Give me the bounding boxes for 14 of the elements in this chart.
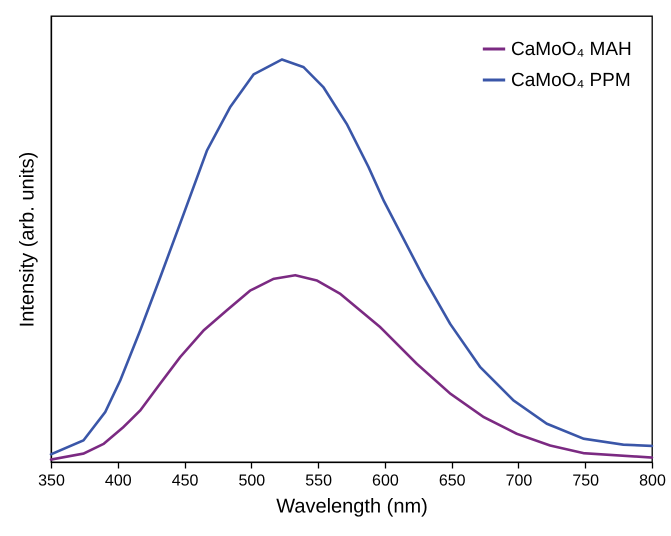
x-tick-label: 700 — [506, 472, 532, 490]
x-tick-label: 550 — [305, 472, 332, 490]
x-axis-title: Wavelength (nm) — [276, 496, 428, 518]
x-tick-label: 450 — [172, 472, 198, 490]
x-tick-label: 800 — [639, 472, 666, 490]
legend-label: CaMoO₄ MAH — [511, 39, 632, 60]
x-tick-label: 400 — [104, 472, 132, 490]
x-tick-label: 350 — [38, 472, 65, 490]
x-tick-label: 750 — [572, 472, 600, 490]
x-tick-label: 650 — [438, 472, 466, 490]
legend-label: CaMoO₄ PPM — [511, 70, 631, 91]
x-tick-label: 500 — [238, 472, 266, 490]
y-axis-title: Intensity (arb. units) — [16, 152, 38, 328]
x-tick-label: 600 — [372, 472, 399, 490]
